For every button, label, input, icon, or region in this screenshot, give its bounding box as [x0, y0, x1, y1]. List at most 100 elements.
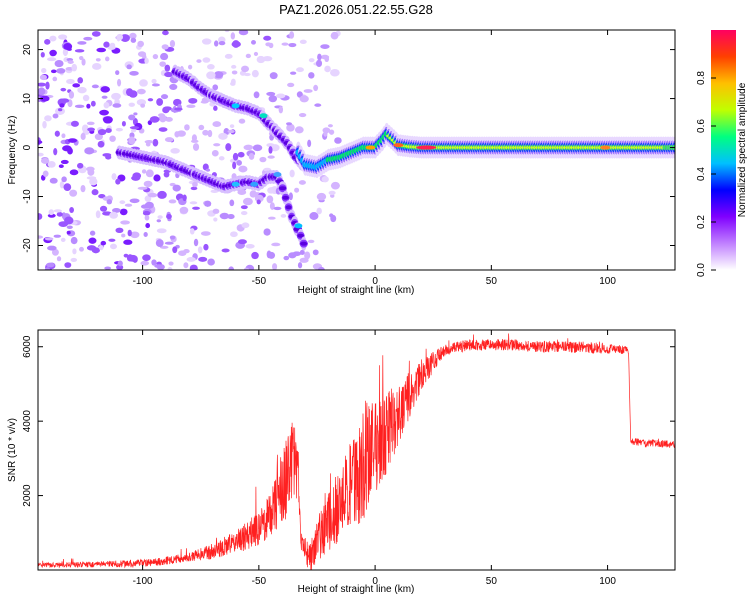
heatmap-cell: [42, 120, 47, 129]
spectrogram-heatmap: [38, 30, 675, 270]
heatmap-cell: [189, 264, 198, 270]
heatmap-cell: [116, 78, 122, 87]
heatmap-cell: [231, 70, 238, 75]
heatmap-cell: [144, 195, 152, 202]
heatmap-cell: [288, 252, 297, 259]
heatmap-cell: [106, 199, 113, 205]
heatmap-cell: [116, 34, 121, 42]
heatmap-cell: [129, 126, 140, 130]
heatmap-cell: [189, 201, 198, 205]
heatmap-cell: [109, 42, 116, 48]
heatmap-cell: [72, 248, 77, 255]
heatmap-cell: [127, 229, 132, 237]
heatmap-cell: [176, 130, 186, 137]
heatmap-cell: [96, 47, 107, 53]
heatmap-cell: [60, 159, 69, 165]
snr-x-label: Height of straight line (km): [298, 584, 415, 595]
heatmap-cell: [263, 35, 272, 41]
heatmap-cell: [164, 137, 174, 143]
heatmap-cell: [268, 146, 273, 154]
heatmap-cell: [119, 208, 128, 216]
heatmap-cell: [137, 40, 145, 48]
heatmap-cell: [224, 53, 233, 59]
heatmap-cell: [213, 105, 218, 111]
heatmap-cell: [297, 262, 303, 269]
heatmap-cell: [238, 30, 249, 36]
heatmap-cell: [42, 170, 49, 178]
heatmap-cell: [416, 145, 437, 150]
heatmap-cell: [308, 58, 315, 63]
y-tick-label: 6000: [22, 335, 33, 358]
heatmap-cell: [103, 41, 110, 48]
x-tick-label: 100: [599, 576, 616, 587]
heatmap-cell: [286, 122, 292, 126]
heatmap-cell: [248, 153, 255, 160]
heatmap-cell: [303, 89, 313, 93]
heatmap-cell: [123, 253, 129, 258]
colorbar-tick-label: 0.8: [696, 71, 707, 85]
heatmap-cell: [221, 248, 230, 253]
heatmap-cell: [315, 59, 323, 68]
colorbar-tick-label: 0.2: [696, 215, 707, 229]
heatmap-cell: [169, 83, 178, 91]
heatmap-cell: [104, 266, 112, 270]
snr-series-line: [37, 333, 676, 571]
heatmap-cell: [200, 100, 209, 104]
heatmap-cell: [133, 112, 138, 116]
heatmap-cell: [155, 239, 164, 247]
heatmap-cell: [297, 233, 305, 238]
heatmap-cell: [102, 116, 113, 124]
heatmap-cell: [121, 120, 126, 127]
heatmap-cell: [39, 74, 47, 81]
heatmap-cell: [74, 49, 85, 53]
heatmap-cell: [245, 243, 255, 249]
heatmap-cell: [320, 44, 330, 49]
heatmap-cell: [218, 132, 228, 140]
heatmap-cell: [38, 140, 43, 145]
heatmap-cell: [237, 239, 247, 245]
heatmap-cell: [330, 68, 340, 77]
heatmap-cell: [237, 189, 247, 195]
heatmap-cell: [59, 103, 65, 108]
heatmap-cell: [70, 120, 79, 127]
heatmap-cell: [243, 144, 254, 151]
heatmap-cell: [219, 212, 230, 220]
heatmap-cell: [151, 83, 160, 87]
heatmap-cell: [287, 82, 295, 88]
heatmap-cell: [300, 241, 308, 246]
heatmap-cell: [186, 104, 196, 108]
heatmap-cell: [266, 91, 276, 96]
heatmap-cell: [256, 199, 261, 205]
heatmap-cell: [266, 195, 274, 204]
heatmap-cell: [145, 223, 151, 229]
heatmap-cell: [47, 57, 57, 62]
heatmap-cell: [54, 107, 65, 115]
heatmap-cell: [254, 194, 264, 203]
heatmap-cell: [365, 145, 376, 150]
heatmap-cell: [227, 214, 235, 220]
heatmap-cell: [87, 127, 95, 132]
heatmap-cell: [183, 262, 189, 269]
heatmap-cell: [69, 169, 79, 176]
heatmap-cell: [130, 37, 137, 43]
heatmap-cell: [144, 139, 154, 144]
heatmap-cell: [129, 198, 140, 204]
heatmap-cell: [108, 238, 116, 242]
heatmap-cell: [130, 128, 137, 133]
heatmap-cell: [60, 87, 67, 92]
heatmap-cell: [90, 100, 96, 107]
heatmap-cell: [210, 189, 219, 194]
heatmap-cell: [156, 228, 167, 234]
heatmap-cell: [72, 83, 81, 88]
heatmap-cell: [250, 181, 259, 187]
heatmap-cell: [152, 138, 159, 147]
heatmap-cell: [56, 212, 63, 217]
heatmap-cell: [41, 67, 47, 74]
colorbar: 0.0 0.2 0.4 0.6 0.8 Normalized spectral ampl…: [696, 30, 748, 277]
heatmap-cell: [70, 236, 78, 245]
heatmap-cell: [105, 154, 112, 160]
heatmap-cell: [95, 58, 101, 62]
heatmap-cell: [111, 173, 117, 181]
heatmap-cell: [151, 78, 157, 84]
